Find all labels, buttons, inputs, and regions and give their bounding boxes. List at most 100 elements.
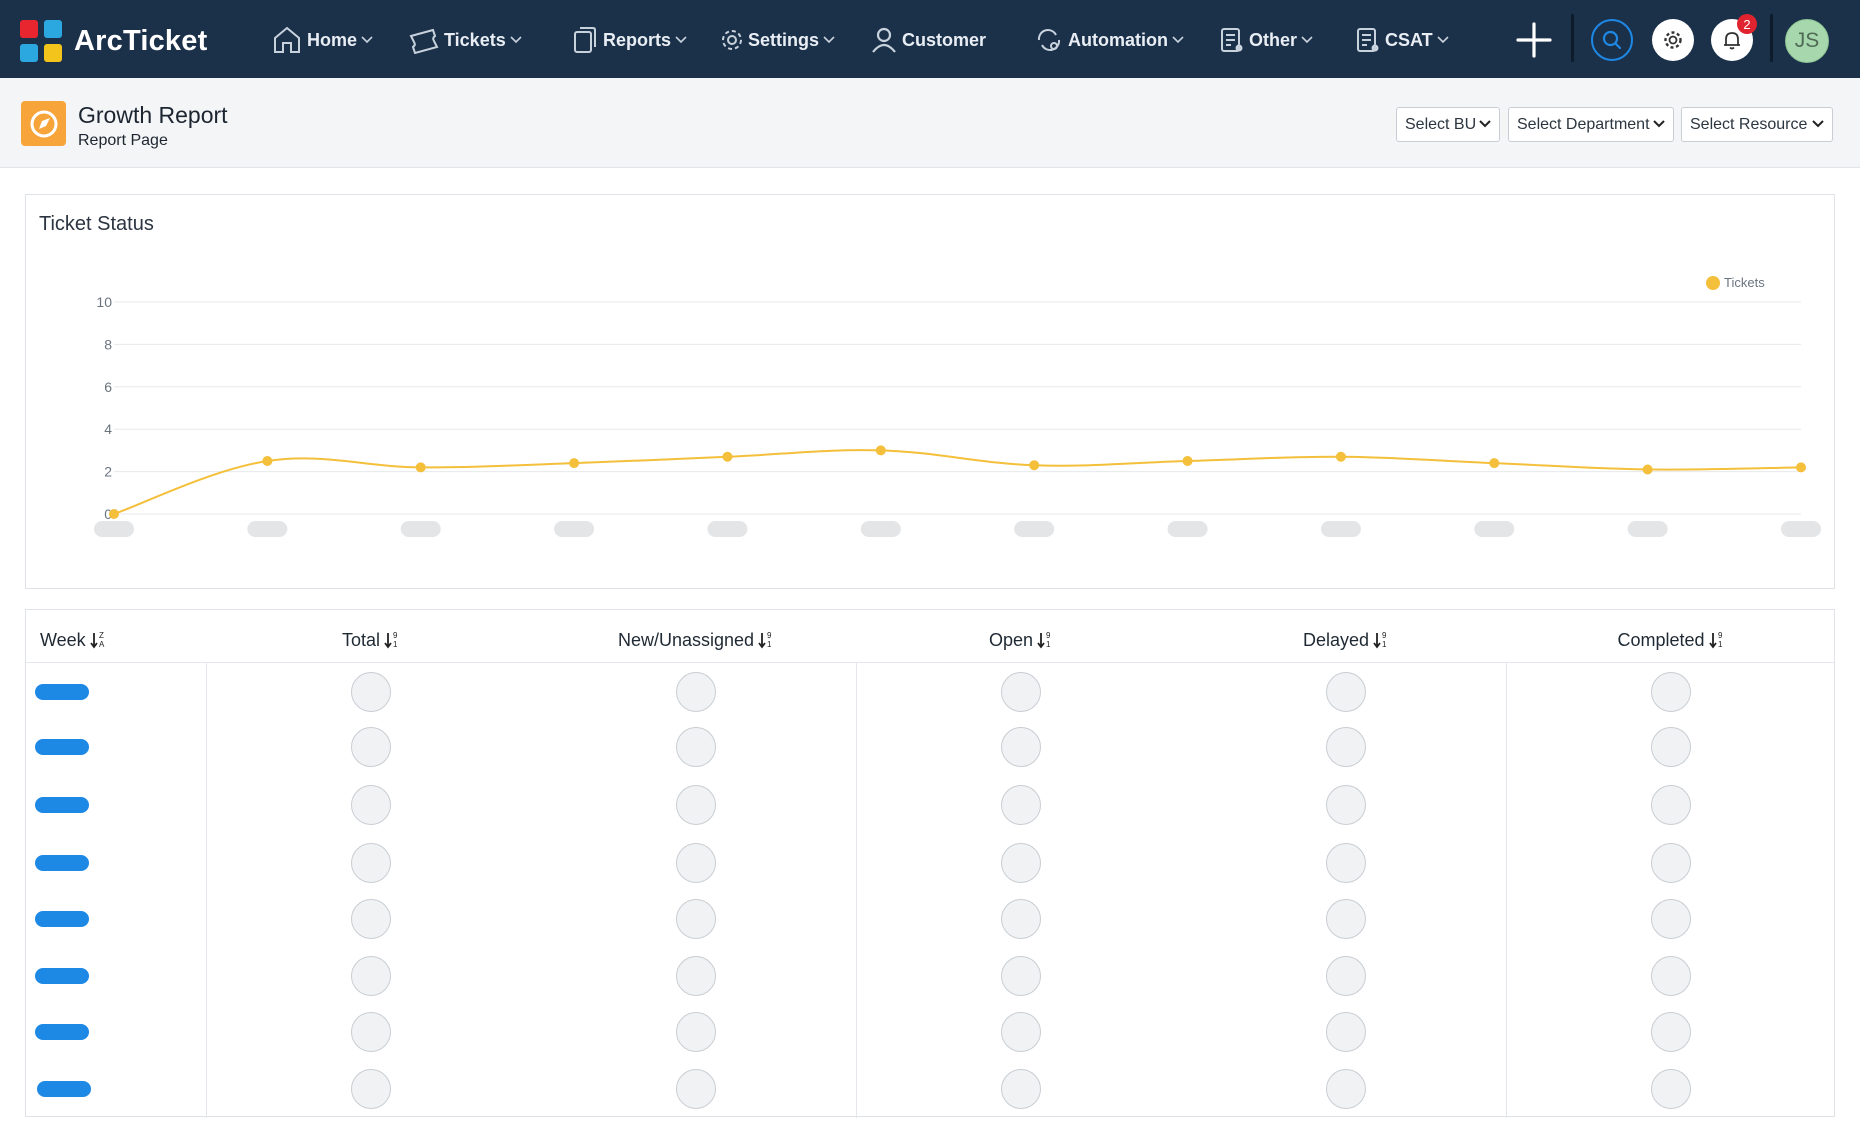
cell-loading-placeholder [1326,899,1366,939]
cell-loading-placeholder [676,956,716,996]
page-subtitle: Report Page [78,132,168,149]
sort-icon[interactable]: 91 [1037,631,1053,649]
x-tick-label-placeholder [1167,521,1208,537]
data-point [415,462,426,473]
svg-text:Z: Z [99,631,104,640]
sort-icon[interactable]: ZA [89,631,106,649]
week-placeholder[interactable] [35,1024,89,1040]
nav-divider [1571,14,1574,62]
nav-tickets-label: Tickets [444,29,506,50]
chevron-down-icon [823,36,835,44]
sort-icon[interactable]: 91 [1708,631,1725,649]
page-title: Growth Report [78,102,228,128]
column-header-label: New/Unassigned [617,629,755,650]
data-point [1642,464,1653,475]
cell-loading-placeholder [676,785,716,825]
cell-loading-placeholder [676,899,716,939]
nav-tickets[interactable]: Tickets [408,22,522,58]
nav-settings-label: Settings [748,29,820,50]
bu-select[interactable]: Select BU [1396,107,1500,142]
nav-customer[interactable]: Customer [870,22,986,58]
column-header-label: Week [40,629,86,650]
week-placeholder[interactable] [35,684,89,700]
cell-loading-placeholder [1326,1012,1366,1052]
nav-settings[interactable]: Settings [720,22,835,58]
data-point [1335,451,1346,462]
x-tick-label-placeholder [1320,521,1361,537]
avatar[interactable]: JS [1785,19,1829,63]
add-icon[interactable] [1512,18,1556,62]
nav-csat-label: CSAT [1385,29,1433,50]
cell-loading-placeholder [1326,672,1366,712]
sort-icon[interactable]: 91 [1373,631,1389,649]
cell-loading-placeholder [1326,843,1366,883]
column-header-total[interactable]: Total 9 1 [342,625,400,655]
column-header-week[interactable]: Week Z A [40,625,106,655]
home-icon [274,26,300,53]
resource-select-value: Select Resource [1690,115,1808,133]
legend-label: Tickets [1724,275,1765,290]
column-divider [206,662,207,1118]
nav-other[interactable]: Other [1219,22,1313,58]
column-header-delayed[interactable]: Delayed 9 1 [1303,625,1389,655]
top-navbar: ArcTicket Home Tickets Reports Settings … [0,0,1860,78]
week-placeholder[interactable] [35,911,89,927]
resource-select[interactable]: Select Resource [1681,107,1833,142]
week-placeholder[interactable] [35,739,89,755]
sort-icon[interactable]: 91 [758,631,774,649]
column-header-open[interactable]: Open 9 1 [989,625,1053,655]
nav-reports[interactable]: Reports [571,22,687,58]
settings-button[interactable] [1652,19,1694,61]
data-point [1029,460,1040,471]
svg-text:1: 1 [1382,640,1387,649]
chart-title: Ticket Status [39,213,154,235]
cell-loading-placeholder [676,1012,716,1052]
cell-loading-placeholder [1651,672,1691,712]
cell-loading-placeholder [351,727,391,767]
cell-loading-placeholder [351,785,391,825]
nav-reports-label: Reports [603,29,672,50]
svg-text:9: 9 [1718,631,1723,640]
nav-automation-label: Automation [1068,29,1168,50]
sort-icon[interactable]: 91 [384,631,400,649]
week-placeholder[interactable] [37,1081,91,1097]
x-tick-label-placeholder [860,521,901,537]
y-tick-label: 10 [96,294,112,310]
y-tick-label: 4 [104,421,112,437]
cell-loading-placeholder [1326,785,1366,825]
svg-text:A: A [99,640,105,649]
week-placeholder[interactable] [35,968,89,984]
svg-text:9: 9 [1382,631,1387,640]
cell-loading-placeholder [1651,956,1691,996]
column-header-completed[interactable]: Completed 9 1 [1617,625,1724,655]
chevron-down-icon [675,36,687,44]
brand[interactable]: ArcTicket [20,20,207,62]
week-placeholder[interactable] [35,855,89,871]
search-button[interactable] [1591,19,1633,61]
week-placeholder[interactable] [35,797,89,813]
svg-text:9: 9 [767,631,772,640]
x-tick-label-placeholder [1627,521,1668,537]
chart-legend[interactable]: Tickets [1706,275,1765,290]
cell-loading-placeholder [1651,843,1691,883]
report-page-icon [21,101,66,146]
bu-select-value: Select BU [1405,115,1477,133]
cell-loading-placeholder [351,1012,391,1052]
automation-icon [1037,29,1061,51]
column-header-new-unassigned[interactable]: New/Unassigned 9 1 [618,625,774,655]
department-select[interactable]: Select Department [1508,107,1674,142]
column-divider [1506,662,1507,1118]
y-tick-label: 8 [104,336,112,352]
nav-automation[interactable]: Automation [1034,22,1184,58]
nav-other-label: Other [1249,29,1298,50]
nav-home[interactable]: Home [271,22,373,58]
nav-csat[interactable]: CSAT [1355,22,1449,58]
cell-loading-placeholder [676,672,716,712]
gear-icon [722,30,742,50]
csat-icon [1357,28,1379,52]
column-header-label: Open [988,629,1034,650]
chevron-down-icon [361,36,373,44]
cell-loading-placeholder [1326,1069,1366,1109]
cell-loading-placeholder [351,899,391,939]
user-icon [872,27,896,53]
